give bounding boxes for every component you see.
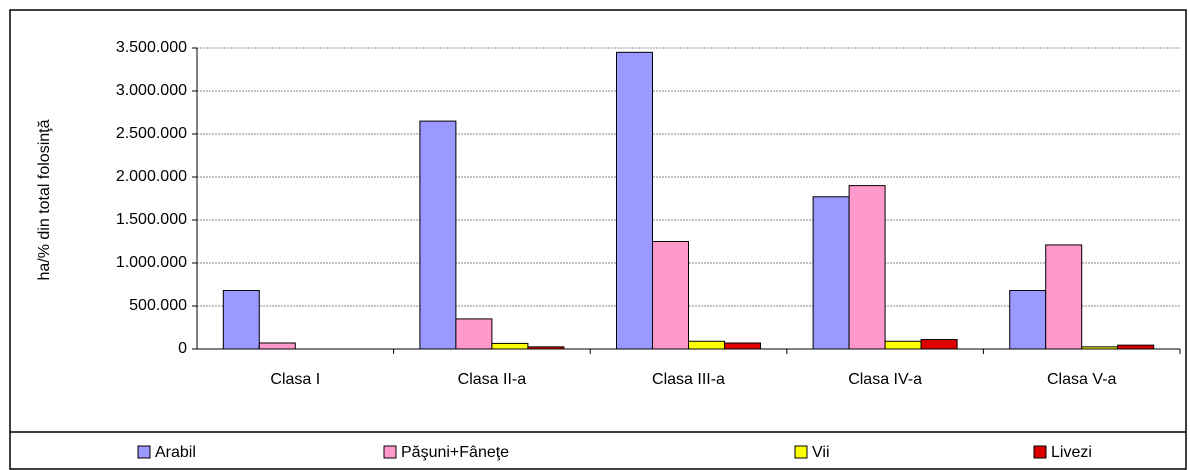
- y-tick-label: 2.500.000: [116, 125, 187, 142]
- bar: [258, 342, 296, 350]
- y-tick-label: 3.500.000: [116, 39, 187, 56]
- legend-swatch: [794, 445, 808, 459]
- y-axis-label: ha/% din total folosinţă: [36, 119, 53, 280]
- legend-label: Păşuni+Fâneţe: [401, 444, 509, 461]
- bar: [688, 340, 725, 350]
- bar: [884, 340, 922, 350]
- y-tick-label: 3.000.000: [116, 82, 187, 99]
- y-tick-label: 500.000: [129, 297, 187, 314]
- bar: [848, 185, 886, 350]
- legend-label: Arabil: [155, 444, 196, 461]
- x-tick-label: Clasa III-a: [652, 371, 725, 388]
- bar: [1009, 290, 1047, 350]
- bar: [455, 318, 493, 350]
- bar: [616, 51, 653, 350]
- y-tick-label: 2.000.000: [116, 168, 187, 185]
- x-tick-label: Clasa IV-a: [848, 371, 922, 388]
- y-tick-label: 0: [178, 340, 187, 357]
- legend-label: Livezi: [1051, 444, 1092, 461]
- bar: [920, 339, 958, 350]
- bar: [724, 342, 761, 350]
- bar: [652, 241, 689, 350]
- bar: [491, 342, 529, 350]
- bar: [1117, 344, 1155, 350]
- bar: [1045, 244, 1083, 350]
- chart-frame: [9, 9, 1187, 470]
- x-tick-label: Clasa V-a: [1047, 371, 1116, 388]
- legend-swatch: [383, 445, 397, 459]
- y-tick-label: 1.500.000: [116, 211, 187, 228]
- y-tick-label: 1.000.000: [116, 254, 187, 271]
- bar: [812, 196, 850, 350]
- legend-swatch: [137, 445, 151, 459]
- legend-swatch: [1033, 445, 1047, 459]
- legend-label: Vii: [812, 444, 830, 461]
- bar: [222, 290, 260, 350]
- x-tick-label: Clasa I: [270, 371, 320, 388]
- x-tick-label: Clasa II-a: [458, 371, 527, 388]
- bar: [419, 120, 457, 350]
